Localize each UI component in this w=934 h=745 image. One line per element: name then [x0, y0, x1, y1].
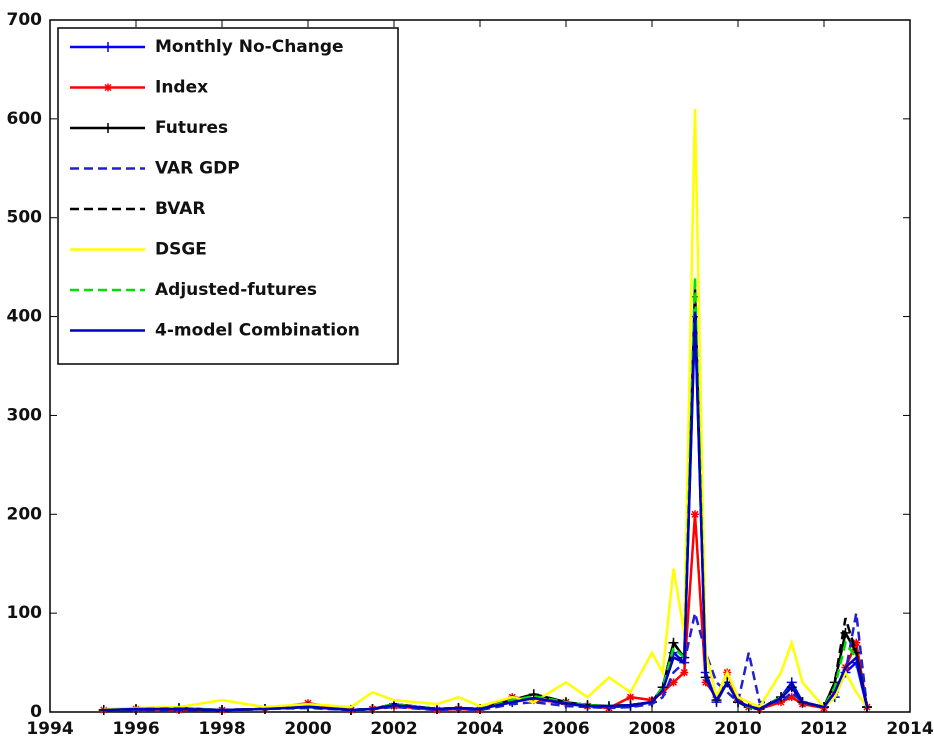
- x-tick-label: 2000: [284, 719, 331, 739]
- x-tick-label: 2004: [456, 719, 503, 739]
- legend-marker: [104, 83, 112, 92]
- x-tick-label: 1994: [26, 719, 73, 739]
- series-line: [103, 612, 869, 712]
- y-tick-label: 0: [30, 702, 42, 722]
- y-tick-label: 700: [7, 10, 43, 30]
- x-tick-label: 2006: [542, 719, 589, 739]
- legend-label: Adjusted-futures: [155, 280, 317, 300]
- series-marker: [529, 696, 538, 705]
- x-tick-label: 1998: [198, 719, 245, 739]
- series-marker: [852, 638, 861, 647]
- series-line: [103, 311, 869, 712]
- series-marker: [626, 693, 635, 702]
- legend-marker: [103, 123, 113, 133]
- legend-marker: [103, 42, 113, 52]
- x-tick-label: 2008: [628, 719, 675, 739]
- x-tick-label: 2002: [370, 719, 417, 739]
- y-tick-label: 500: [7, 208, 43, 228]
- legend-label: 4-model Combination: [155, 321, 360, 341]
- y-tick-label: 300: [7, 405, 43, 425]
- series-marker: [787, 693, 796, 702]
- y-tick-label: 400: [7, 307, 43, 327]
- series-marker: [680, 668, 689, 677]
- x-tick-label: 2010: [714, 719, 761, 739]
- x-tick-label: 1996: [112, 719, 159, 739]
- legend-label: Futures: [155, 118, 228, 138]
- legend-label: DSGE: [155, 240, 207, 260]
- series-marker: [669, 678, 678, 687]
- y-tick-label: 600: [7, 109, 43, 129]
- series-line: [103, 108, 869, 711]
- x-tick-label: 2014: [886, 719, 933, 739]
- y-tick-label: 200: [7, 504, 43, 524]
- legend-label: Index: [155, 78, 208, 98]
- x-tick-label: 2012: [800, 719, 847, 739]
- legend-label: VAR GDP: [155, 159, 240, 179]
- series-marker: [691, 510, 699, 519]
- legend-box: [57, 27, 399, 365]
- legend-label: BVAR: [155, 199, 206, 219]
- y-tick-label: 100: [7, 603, 43, 623]
- legend-label: Monthly No-Change: [155, 37, 344, 57]
